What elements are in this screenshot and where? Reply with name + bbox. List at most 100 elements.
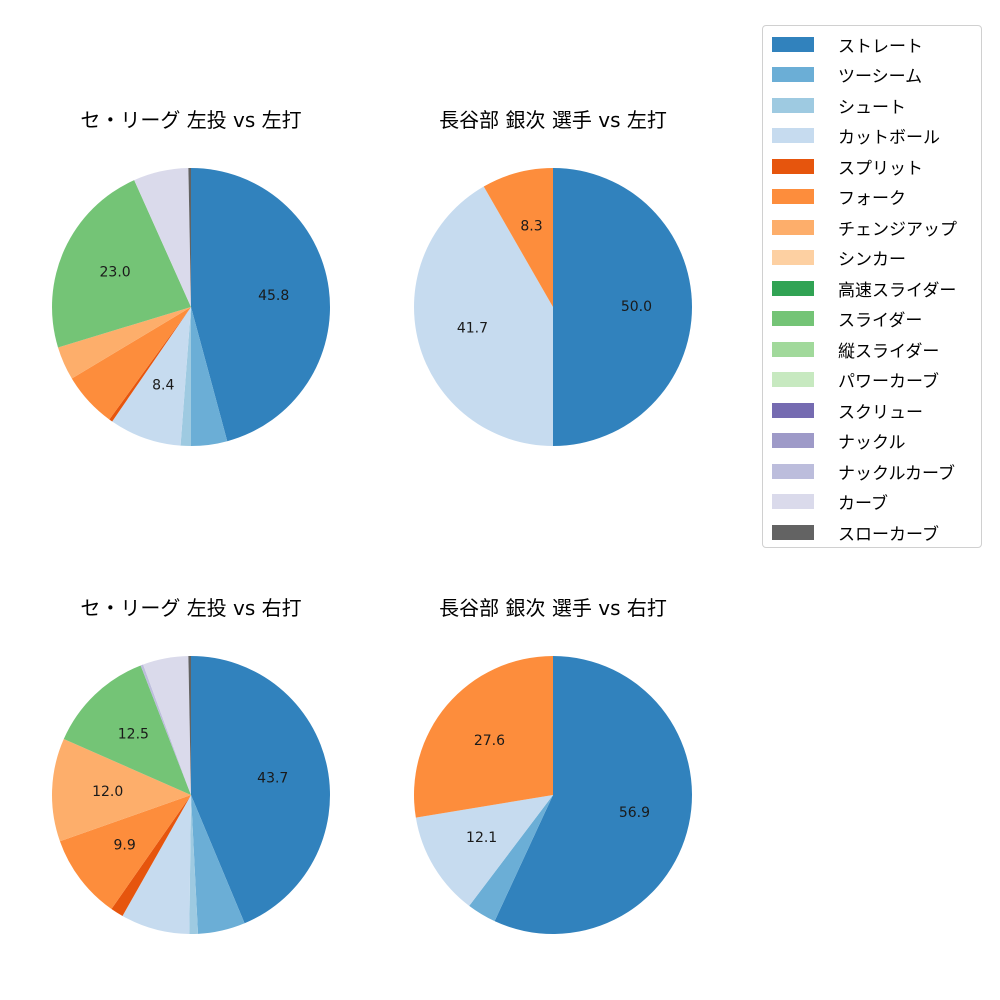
legend-item: 高速スライダー bbox=[772, 278, 957, 301]
pie-slice bbox=[51, 180, 191, 348]
chart-title-league-vs-right: セ・リーグ 左投 vs 右打 bbox=[80, 596, 302, 620]
pie-slice bbox=[63, 665, 191, 795]
legend-swatch bbox=[772, 433, 814, 448]
legend-item: チェンジアップ bbox=[772, 217, 957, 240]
legend-item: フォーク bbox=[772, 187, 906, 209]
legend-swatch bbox=[772, 494, 814, 509]
slice-percentage-label: 43.7 bbox=[257, 771, 288, 787]
legend-swatch bbox=[772, 402, 814, 418]
slice-percentage-label: 41.7 bbox=[457, 321, 488, 337]
legend-item: スプリット bbox=[772, 156, 923, 179]
pie-slice bbox=[469, 795, 553, 922]
legend-swatch bbox=[772, 36, 814, 52]
legend-label: スライダー bbox=[838, 311, 923, 331]
legend-label: スローカーブ bbox=[838, 524, 939, 545]
slice-percentage-label: 12.1 bbox=[466, 830, 497, 846]
legend-swatch bbox=[772, 128, 814, 143]
slice-percentage-label: 9.9 bbox=[113, 837, 135, 853]
legend-item: ナックル bbox=[772, 431, 906, 453]
legend-label: スプリット bbox=[838, 158, 923, 179]
legend-swatch bbox=[772, 219, 814, 235]
pie-slice bbox=[134, 168, 191, 307]
pie-league-vs-right: 43.7 9.9 12.0 12.5 bbox=[52, 656, 331, 934]
legend-swatch bbox=[772, 67, 814, 82]
pie-slice bbox=[180, 307, 191, 446]
pie-slice bbox=[189, 795, 198, 934]
pie-slice bbox=[59, 795, 191, 909]
legend-item: シュート bbox=[772, 95, 906, 118]
legend-swatch bbox=[772, 341, 814, 357]
pie-slice bbox=[140, 664, 191, 795]
chart-title-player-vs-left: 長谷部 銀次 選手 vs 左打 bbox=[439, 108, 667, 132]
legend-swatch bbox=[772, 189, 814, 204]
slice-percentage-label: 8.3 bbox=[520, 218, 542, 234]
chart-title-league-vs-left: セ・リーグ 左投 vs 左打 bbox=[80, 108, 302, 132]
legend-swatch bbox=[772, 463, 814, 479]
legend-item: シンカー bbox=[772, 248, 906, 270]
slice-percentage-label: 8.4 bbox=[152, 378, 174, 394]
pie-slice bbox=[71, 307, 191, 420]
slice-percentage-label: 45.8 bbox=[258, 288, 289, 304]
pie-slice bbox=[191, 168, 331, 442]
pie-slice bbox=[52, 738, 192, 842]
pie-slice bbox=[414, 186, 553, 446]
legend-swatch bbox=[772, 524, 814, 540]
legend-item: スライダー bbox=[772, 309, 923, 331]
legend-item: ストレート bbox=[772, 34, 923, 57]
legend-label: 高速スライダー bbox=[838, 280, 957, 301]
pie-player-vs-right: 56.9 12.1 27.6 bbox=[413, 656, 693, 935]
legend-label: 縦スライダー bbox=[838, 341, 940, 362]
pie-slice bbox=[188, 656, 191, 795]
pie-slice bbox=[191, 307, 228, 446]
pie-slice bbox=[109, 307, 191, 422]
legend-label: ナックルカーブ bbox=[838, 463, 955, 484]
pie-player-vs-left: 50.0 41.7 8.3 bbox=[414, 168, 692, 446]
legend-swatch bbox=[772, 250, 814, 265]
pie-slice bbox=[58, 307, 191, 379]
legend-label: スクリュー bbox=[838, 402, 923, 423]
slice-percentage-label: 12.5 bbox=[118, 727, 149, 743]
legend-item: ナックルカーブ bbox=[772, 461, 955, 484]
legend-label: シュート bbox=[838, 97, 906, 118]
legend: ストレートツーシームシュートカットボール スプリットフォークチェンジアップ シンカー… bbox=[762, 25, 982, 548]
pie-slice bbox=[553, 168, 692, 446]
legend-label: ナックル bbox=[838, 433, 906, 453]
chart-title-player-vs-right: 長谷部 銀次 選手 vs 右打 bbox=[439, 596, 667, 620]
legend-item: パワーカーブ bbox=[772, 370, 939, 392]
pie-slice bbox=[191, 656, 331, 924]
pie-slice bbox=[188, 168, 191, 307]
legend-label: シンカー bbox=[838, 250, 906, 270]
slice-percentage-label: 12.0 bbox=[92, 784, 123, 800]
legend-item: ツーシーム bbox=[772, 65, 923, 87]
legend-item: 縦スライダー bbox=[772, 339, 940, 362]
legend-item: カットボール bbox=[772, 126, 940, 148]
legend-swatch bbox=[772, 280, 814, 296]
pie-slice bbox=[112, 307, 191, 446]
legend-label: チェンジアップ bbox=[838, 219, 957, 240]
slice-percentage-label: 56.9 bbox=[619, 805, 650, 821]
pie-slice bbox=[413, 656, 553, 818]
pie-slice bbox=[191, 795, 245, 934]
legend-label: フォーク bbox=[838, 189, 906, 209]
pie-league-vs-left: 45.8 8.4 23.0 bbox=[51, 168, 331, 446]
slice-percentage-label: 23.0 bbox=[100, 264, 131, 280]
legend-item: カーブ bbox=[772, 492, 888, 514]
pie-slice bbox=[143, 656, 191, 795]
legend-swatch bbox=[772, 311, 814, 326]
legend-label: カーブ bbox=[838, 494, 888, 514]
pie-slice bbox=[494, 656, 693, 935]
slice-percentage-label: 50.0 bbox=[621, 299, 652, 315]
pie-slice bbox=[122, 795, 191, 934]
legend-label: カットボール bbox=[838, 128, 940, 148]
legend-swatch bbox=[772, 372, 814, 387]
legend-swatch bbox=[772, 97, 814, 113]
pie-slice bbox=[111, 795, 191, 916]
legend-item: スローカーブ bbox=[772, 522, 939, 545]
pie-slice bbox=[483, 168, 553, 307]
legend-label: ツーシーム bbox=[838, 67, 923, 87]
legend-swatch bbox=[772, 158, 814, 174]
pie-slice bbox=[415, 795, 553, 906]
legend-label: パワーカーブ bbox=[838, 372, 939, 392]
slice-percentage-label: 27.6 bbox=[474, 733, 505, 749]
